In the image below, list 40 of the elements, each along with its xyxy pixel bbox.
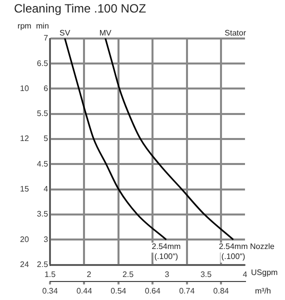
annotation: 2.54mm (.100") <box>152 242 182 261</box>
y-tick-label: 2.5 <box>36 260 49 270</box>
y-tick-label: 7 <box>44 34 49 43</box>
x-tick-label: 2 <box>86 270 92 279</box>
line-series <box>64 38 168 240</box>
category-label: 12 <box>20 134 29 144</box>
series-label: MV <box>99 28 112 38</box>
x2-tick-label: 0.64 <box>144 286 161 296</box>
y-tick-label: 5 <box>44 134 49 144</box>
y-tick-label: 3.5 <box>36 210 49 219</box>
y2-axis-title: rpm <box>18 22 32 31</box>
category-label: 20 <box>20 234 29 244</box>
x2-tick-label: 0.54 <box>110 286 127 296</box>
x2-tick-label: 0.74 <box>179 286 196 296</box>
category-label: 24 <box>20 260 29 270</box>
x-tick-label: 2.5 <box>122 270 134 279</box>
x-tick-label: 3 <box>164 270 170 279</box>
x2-tick-label: 0.34 <box>42 286 58 296</box>
y-tick-label: 5.5 <box>36 109 49 118</box>
x-axis-title: USgpm <box>251 268 278 278</box>
text: Stator <box>224 28 246 38</box>
x2-tick-label: 0.84 <box>213 286 230 296</box>
y-tick-label: 6.5 <box>36 58 49 68</box>
y-tick-label: 4.5 <box>36 159 49 168</box>
category-label: 15 <box>20 184 29 194</box>
x-tick-label: 3.5 <box>200 270 212 279</box>
y-axis-title: min <box>36 22 49 31</box>
series-label: SV <box>60 28 71 38</box>
x2-tick-label: 0.44 <box>76 286 93 296</box>
annotation: 2.54mm (.100") <box>218 242 248 261</box>
y-tick-label: 4 <box>44 184 49 194</box>
x-tick-label: 4 <box>242 270 248 279</box>
category-label: 10 <box>20 84 29 93</box>
line-series <box>104 38 234 240</box>
x2-axis-title: m³/h <box>255 286 271 296</box>
x-tick-label: 1.5 <box>44 270 56 279</box>
text: Nozzle <box>250 242 276 251</box>
y-tick-label: 3 <box>44 234 49 244</box>
y-tick-label: 6 <box>44 84 49 93</box>
chart-title: Cleaning Time .100 NOZ <box>14 2 146 16</box>
